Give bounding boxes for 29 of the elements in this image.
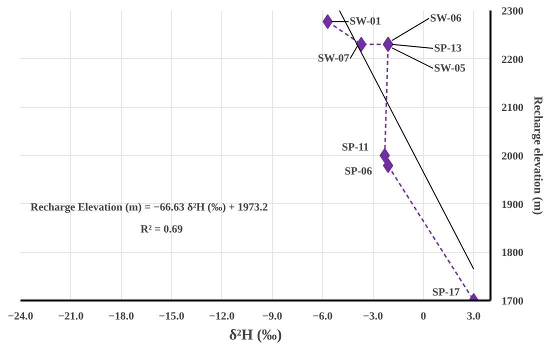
y-tick-label: 1700 bbox=[502, 296, 524, 308]
annotation: SP-11 bbox=[342, 142, 369, 154]
x-tick-label: −3.0 bbox=[362, 310, 384, 322]
x-tick-label: 0 bbox=[420, 310, 427, 322]
annotation: R² = 0.69 bbox=[140, 224, 184, 236]
annotation: SW-07 bbox=[318, 52, 350, 64]
annotation: SP-13 bbox=[434, 42, 462, 54]
annotation: SW-06 bbox=[430, 12, 462, 24]
annotation: SW-05 bbox=[434, 62, 466, 74]
y-tick-label: 2100 bbox=[502, 102, 524, 114]
annotation: SP-17 bbox=[432, 286, 460, 298]
y-tick-label: 2300 bbox=[502, 6, 524, 18]
x-axis-title: δ²H (‰) bbox=[229, 328, 282, 344]
y-tick-label: 1900 bbox=[502, 198, 524, 211]
x-tick-label: −12.0 bbox=[209, 310, 236, 322]
annotation: SW-01 bbox=[350, 16, 382, 28]
y-tick-label: 1800 bbox=[502, 247, 524, 260]
x-tick-label: −18.0 bbox=[108, 310, 134, 322]
y-axis-title: Recharge elevation (m) bbox=[532, 96, 546, 215]
annotation: SP-06 bbox=[344, 166, 373, 178]
annotation: Recharge Elevation (m) = −66.63 δ²H (‰) + 1973.2 bbox=[30, 202, 268, 214]
x-tick-label: −24.0 bbox=[8, 310, 34, 322]
y-tick-label: 2000 bbox=[502, 150, 524, 162]
x-tick-label: −6.0 bbox=[312, 310, 334, 322]
x-tick-label: −9.0 bbox=[262, 310, 283, 322]
y-tick-label: 2200 bbox=[502, 54, 524, 66]
x-tick-label: −15.0 bbox=[158, 310, 185, 322]
x-tick-label: −21.0 bbox=[58, 310, 84, 322]
x-tick-label: 3.0 bbox=[466, 310, 482, 322]
